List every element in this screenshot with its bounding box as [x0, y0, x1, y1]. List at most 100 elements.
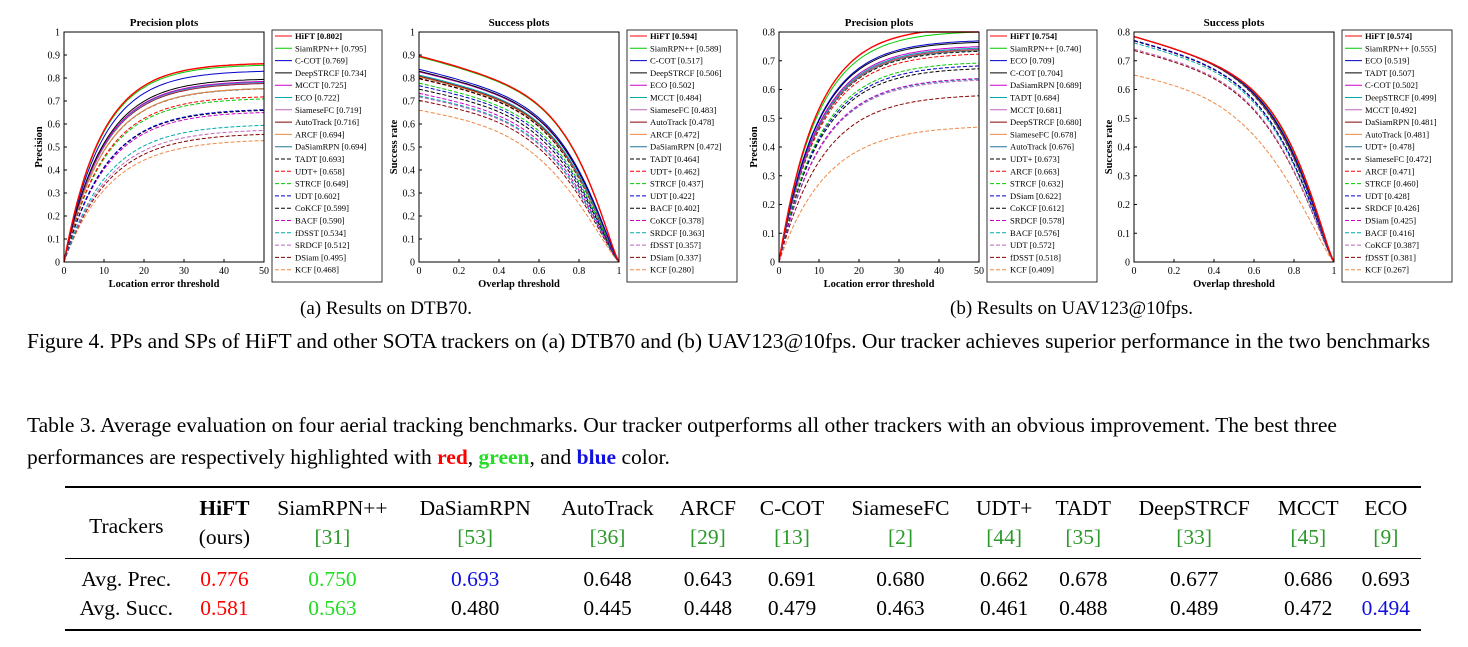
column-header-4: ARCF — [679, 496, 736, 520]
legend-entry: KCF [0.267] — [1365, 265, 1409, 275]
legend-entry: AutoTrack [0.716] — [295, 117, 359, 127]
legend-entry: C-COT [0.704] — [1010, 68, 1063, 78]
column-header-2: DaSiamRPN — [419, 496, 531, 520]
caption-sep-2: , and — [529, 445, 572, 469]
series-line — [1133, 48, 1335, 263]
y-tick-label: 1 — [55, 28, 60, 39]
legend-entry: TADT [0.507] — [1365, 68, 1414, 78]
series-line — [63, 81, 265, 263]
legend-entry: fDSST [0.357] — [650, 240, 701, 250]
y-tick-label: 0.5 — [48, 143, 61, 154]
series-line — [778, 78, 980, 263]
series-line — [63, 81, 264, 263]
y-tick-label: 0.7 — [403, 97, 416, 108]
table-cell: 0.776 — [200, 567, 249, 591]
legend-entry: C-COT [0.502] — [1365, 80, 1418, 90]
x-tick-label: 50 — [974, 266, 984, 277]
table-cell: 0.678 — [1059, 567, 1108, 591]
table-caption-text: Table 3. Average evaluation on four aeri… — [27, 413, 1337, 469]
x-tick-label: 0 — [417, 266, 422, 277]
y-tick-label: 0.9 — [48, 51, 61, 62]
series-line — [418, 95, 620, 263]
legend-entry: BACF [0.402] — [650, 203, 700, 213]
series-line — [1133, 36, 1335, 263]
series-line — [418, 82, 620, 263]
y-tick-label: 0.3 — [763, 171, 776, 182]
table-cell: 0.680 — [876, 567, 925, 591]
legend-entry: fDSST [0.534] — [295, 228, 346, 238]
y-axis-label: Success rate — [389, 119, 400, 174]
x-axis-label: Location error threshold — [824, 279, 935, 290]
series-line — [1133, 42, 1335, 263]
y-tick-label: 0.7 — [763, 56, 776, 67]
series-line — [778, 40, 980, 263]
plot-frame — [63, 31, 265, 263]
caption-end-text: color. — [621, 445, 670, 469]
series-line — [1133, 36, 1335, 263]
table-header-row-names: Trackers HiFT SiamRPN++ DaSiamRPN AutoTrack… — [65, 487, 1421, 538]
x-tick-label: 20 — [139, 266, 149, 277]
y-tick-label: 0.2 — [763, 200, 776, 211]
table-cell: 0.648 — [583, 567, 632, 591]
series-line — [1133, 36, 1335, 263]
chart-title: Success plots — [1204, 17, 1266, 29]
legend-entry: STRCF [0.649] — [295, 179, 349, 189]
series-line — [778, 48, 980, 263]
x-tick-label: 30 — [894, 266, 904, 277]
y-tick-label: 0 — [55, 258, 60, 269]
series-line — [418, 56, 620, 263]
y-tick-label: 0.6 — [1118, 85, 1131, 96]
y-tick-label: 0.9 — [403, 51, 416, 62]
y-tick-label: 0.2 — [403, 212, 416, 223]
table-cell: 0.691 — [767, 567, 817, 591]
column-ref-3: [36] — [589, 525, 626, 549]
legend-entry: BACF [0.576] — [1010, 228, 1060, 238]
x-axis-label: Location error threshold — [109, 279, 220, 290]
plot-frame — [418, 31, 620, 263]
y-tick-label: 0.4 — [403, 166, 416, 177]
series-line — [63, 129, 265, 263]
series-line — [778, 79, 980, 263]
column-ref-4: [29] — [689, 525, 726, 549]
table-cell: 0.463 — [876, 596, 925, 620]
legend-entry: SiamRPN++ [0.740] — [1010, 43, 1081, 53]
subcaption-a: (a) Results on DTB70. — [300, 298, 473, 319]
series-line — [418, 99, 620, 263]
legend-entry: MCCT [0.725] — [295, 80, 347, 90]
table-cell: 0.662 — [980, 567, 1029, 591]
series-line — [1133, 36, 1335, 263]
y-tick-label: 0 — [770, 258, 775, 269]
legend-entry: fDSST [0.381] — [1365, 252, 1416, 262]
y-tick-label: 0.8 — [763, 28, 776, 39]
series-line — [778, 31, 980, 263]
table-caption: Table 3. Average evaluation on four aeri… — [27, 409, 1447, 473]
y-tick-label: 0.1 — [48, 235, 61, 246]
column-ref-2: [53] — [457, 525, 494, 549]
column-header-1: SiamRPN++ — [277, 496, 388, 520]
series-line — [63, 82, 265, 263]
y-tick-label: 0.6 — [403, 120, 416, 131]
legend-entry: SiamRPN++ [0.589] — [650, 43, 721, 53]
legend-entry: STRCF [0.460] — [1365, 179, 1419, 189]
series-line — [1133, 36, 1335, 263]
series-line — [418, 70, 620, 263]
series-line — [778, 62, 980, 263]
legend-entry: UDT [0.428] — [1365, 191, 1410, 201]
series-line — [63, 124, 265, 263]
legend-entry: ARCF [0.663] — [1010, 166, 1060, 176]
legend-entry: STRCF [0.632] — [1010, 179, 1064, 189]
series-line — [418, 68, 620, 263]
series-line — [1133, 40, 1335, 263]
series-line — [418, 92, 620, 263]
legend-entry: UDT [0.572] — [1010, 240, 1055, 250]
table-cell: 0.643 — [683, 567, 733, 591]
legend-entry: DeepSTRCF [0.734] — [295, 68, 367, 78]
table-row: Avg. Succ. 0.581 0.563 0.480 0.445 0.448 0.479… — [65, 594, 1421, 630]
legend-entry: MCCT [0.681] — [1010, 105, 1062, 115]
legend-entry: DeepSTRCF [0.499] — [1365, 93, 1437, 103]
series-line — [1133, 50, 1335, 263]
table-cell: 0.677 — [1170, 567, 1219, 591]
series-line — [778, 48, 980, 263]
legend-entry: UDT [0.602] — [295, 191, 340, 201]
series-line — [778, 50, 980, 263]
